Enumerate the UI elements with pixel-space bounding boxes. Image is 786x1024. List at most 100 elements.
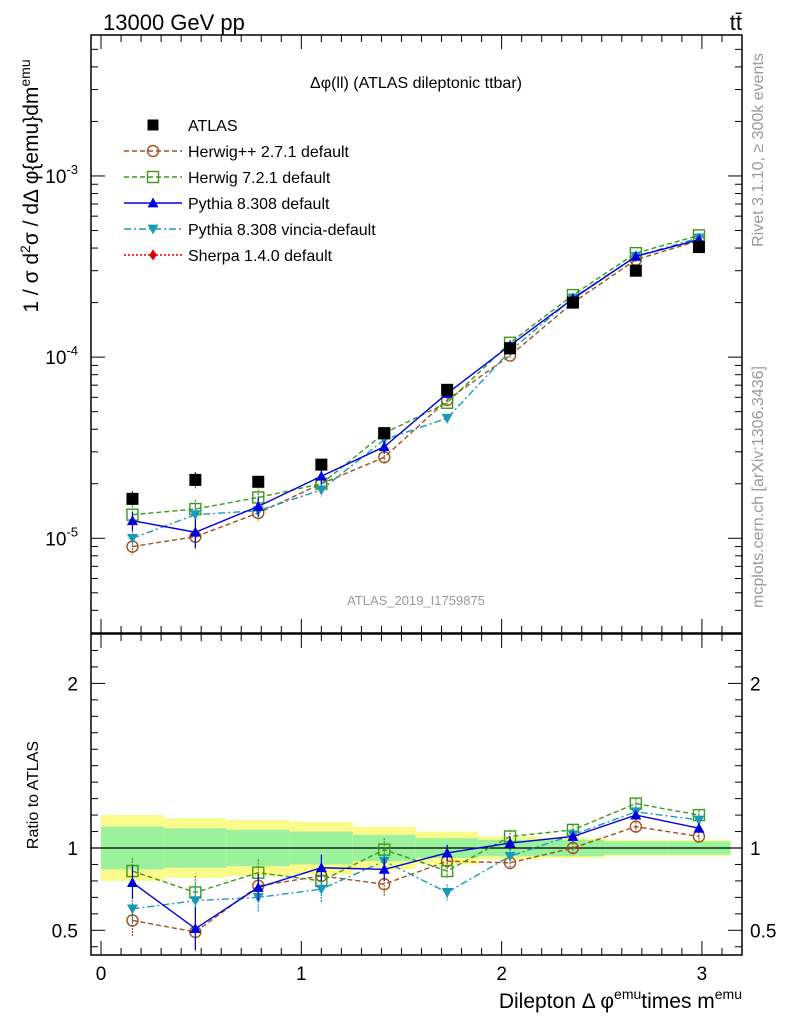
- data-point: [378, 441, 390, 452]
- data-point: [315, 470, 327, 481]
- legend-marker: [149, 249, 157, 261]
- ratio-point: [378, 863, 390, 874]
- legend-marker: [146, 144, 160, 158]
- ratio-y-label: 2: [67, 674, 78, 695]
- ratio-ticks: 0.5 0.5 1 1 2 2 0 1 2 3: [52, 634, 776, 985]
- header-left: 13000 GeV pp: [103, 10, 245, 35]
- series-herwig-7-2-1-default: [126, 229, 706, 522]
- x-tick-label: 1: [296, 964, 307, 985]
- ratio-point: [252, 882, 264, 892]
- ratio-point: [315, 862, 327, 873]
- ratio-point: [126, 904, 138, 915]
- ratio-y-label-right: 0.5: [750, 921, 776, 942]
- legend: ATLAS Herwig++ 2.7.1 default Herwig 7.2.1 …: [124, 118, 376, 265]
- ratio-point: [126, 914, 139, 927]
- x-tick-label: 0: [96, 964, 107, 985]
- ratio-point: [189, 923, 201, 934]
- ratio-y-label: 1: [67, 839, 78, 860]
- ratio-y-label-right: 1: [750, 839, 761, 860]
- legend-label: Sherpa 1.4.0 default: [188, 248, 333, 265]
- series-line: [132, 238, 700, 533]
- ratio-point: [440, 864, 454, 878]
- ratio-point: [378, 843, 391, 856]
- legend-item: Herwig 7.2.1 default: [124, 170, 331, 187]
- legend-label: Herwig++ 2.7.1 default: [188, 144, 350, 161]
- data-point: [189, 526, 201, 537]
- ratio-series-pythia-8-308-vincia-default: [126, 806, 705, 924]
- x-axis-label: Dilepton Δ φemutimes memu: [499, 986, 742, 1013]
- x-tick-label: 3: [697, 964, 708, 985]
- data-point: [378, 427, 391, 440]
- ratio-series-pythia-8-308-default: [126, 809, 705, 951]
- main-panel: Δφ(ll) (ATLAS dileptonic ttbar) ATLAS_20…: [45, 34, 743, 634]
- ratio-point: [126, 877, 138, 887]
- data-point: [504, 342, 517, 355]
- series-line: [132, 234, 700, 516]
- data-point: [566, 296, 579, 309]
- data-point: [315, 458, 328, 471]
- legend-marker: [146, 170, 160, 184]
- data-point: [252, 500, 264, 511]
- y-tick-label: 10-3: [45, 162, 78, 188]
- main-ylabel: 1 / σ d2σ / dΔ φ{emu}dmemu: [17, 59, 43, 312]
- main-y-ticks: 10-5 10-4 10-3: [45, 34, 742, 634]
- data-point: [441, 413, 453, 424]
- ratio-point: [189, 896, 201, 907]
- legend-label: Pythia 8.308 vincia-default: [188, 222, 376, 239]
- ratio-series: [126, 797, 706, 952]
- y-tick-label: 10-4: [45, 343, 78, 369]
- mcplots-label: mcplots.cern.ch [arXiv:1306.3436]: [750, 366, 767, 608]
- legend-marker: [147, 224, 159, 235]
- data-point: [126, 515, 138, 526]
- ratio-ylabel: Ratio to ATLAS: [25, 741, 42, 849]
- ratio-point: [315, 884, 327, 895]
- data-point: [441, 383, 454, 396]
- legend-label: Pythia 8.308 default: [188, 196, 330, 213]
- ratio-frame: [90, 633, 743, 956]
- rivet-label: Rivet 3.1.10, ≥ 300k events: [750, 53, 767, 247]
- main-series: [126, 229, 706, 555]
- data-point: [692, 241, 705, 254]
- data-point: [189, 473, 202, 486]
- legend-item: Pythia 8.308 default: [124, 196, 330, 213]
- ratio-line: [132, 814, 700, 930]
- ratio-line: [132, 811, 700, 910]
- ratio-bands: [91, 815, 742, 881]
- legend-item: Sherpa 1.4.0 default: [124, 248, 333, 265]
- ratio-line: [132, 825, 700, 933]
- legend-item: Herwig++ 2.7.1 default: [124, 144, 350, 161]
- x-tick-label: 2: [496, 964, 507, 985]
- data-point: [189, 510, 201, 521]
- data-point: [126, 492, 139, 505]
- ratio-point: [566, 841, 580, 855]
- legend-marker: [147, 197, 159, 208]
- main-frame: [90, 34, 743, 634]
- ratio-line: [132, 802, 700, 894]
- ratio-point: [629, 820, 643, 833]
- legend-label: Herwig 7.2.1 default: [188, 170, 331, 187]
- data-point: [315, 485, 327, 496]
- data-point: [252, 475, 265, 488]
- data-point: [629, 264, 642, 277]
- data-point: [126, 533, 138, 544]
- main-title: Δφ(ll) (ATLAS dileptonic ttbar): [310, 75, 522, 92]
- ratio-point: [693, 822, 705, 833]
- ratio-point: [504, 851, 516, 862]
- series-atlas: [126, 241, 705, 508]
- ratio-point: [441, 847, 453, 858]
- ratio-point: [693, 815, 705, 826]
- legend-marker: [147, 119, 159, 131]
- legend-label: ATLAS: [188, 118, 238, 135]
- watermark: ATLAS_2019_I1759875: [347, 593, 485, 608]
- ratio-point: [567, 830, 579, 841]
- data-point: [630, 250, 642, 261]
- ratio-panel: 0.5 0.5 1 1 2 2 0 1 2 3: [52, 633, 776, 985]
- main-x-ticks: [100, 35, 723, 633]
- series-pythia-8-308-vincia-default: [126, 233, 705, 547]
- legend-item: ATLAS: [147, 118, 238, 135]
- header-right: tt̄: [730, 10, 742, 35]
- ratio-point: [630, 809, 642, 820]
- series-line: [132, 239, 700, 548]
- ratio-y-label: 0.5: [52, 921, 78, 942]
